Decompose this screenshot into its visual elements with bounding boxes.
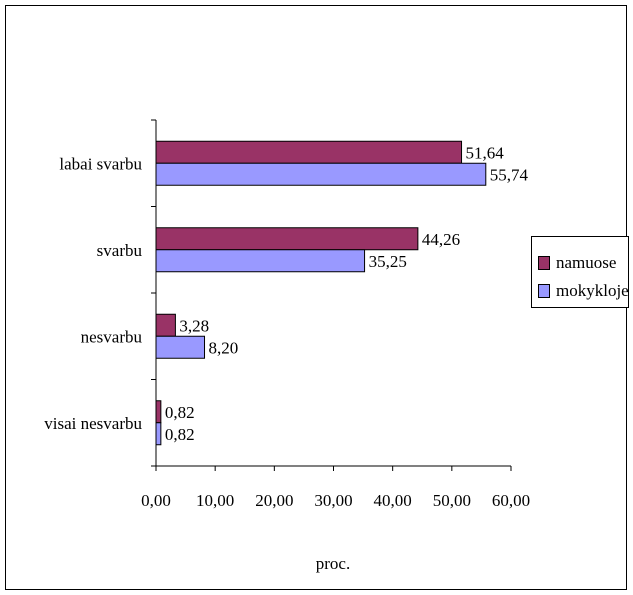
legend: namuose mokykloje — [531, 236, 629, 308]
x-tick-label-3: 30,00 — [314, 491, 352, 510]
data-label-namuose-1: 44,26 — [422, 230, 460, 249]
category-label-2: nesvarbu — [81, 327, 143, 346]
bar-mokykloje-2 — [155, 335, 206, 359]
legend-swatch-namuose — [538, 256, 550, 270]
legend-item-mokykloje: mokykloje — [538, 281, 629, 301]
category-label-0: labai svarbu — [59, 154, 142, 173]
legend-label-mokykloje: mokykloje — [556, 281, 629, 300]
data-label-mokykloje-3: 0,82 — [165, 425, 195, 444]
legend-item-namuose: namuose — [538, 253, 616, 273]
bar-namuose-1 — [155, 227, 419, 251]
x-tick-label-4: 40,00 — [374, 491, 412, 510]
data-label-namuose-2: 3,28 — [179, 316, 209, 335]
bar-namuose-3 — [155, 400, 162, 424]
x-tick-label-6: 60,00 — [492, 491, 530, 510]
x-axis-label: proc. — [316, 554, 350, 573]
category-label-3: visai nesvarbu — [44, 414, 142, 433]
bar-namuose-0 — [155, 140, 463, 164]
data-label-namuose-3: 0,82 — [165, 403, 195, 422]
legend-label-namuose: namuose — [556, 253, 617, 272]
x-tick-label-5: 50,00 — [433, 491, 471, 510]
legend-swatch-mokykloje — [538, 284, 550, 298]
x-tick-label-2: 20,00 — [255, 491, 293, 510]
bar-mokykloje-3 — [155, 422, 162, 446]
bar-mokykloje-0 — [155, 162, 487, 186]
data-label-mokykloje-2: 8,20 — [209, 338, 239, 357]
x-tick-label-0: 0,00 — [141, 491, 171, 510]
category-label-1: svarbu — [97, 241, 143, 260]
data-label-namuose-0: 51,64 — [466, 143, 505, 162]
x-tick-label-1: 10,00 — [196, 491, 234, 510]
bar-mokykloje-1 — [155, 249, 366, 273]
data-label-mokykloje-0: 55,74 — [490, 165, 529, 184]
bar-namuose-2 — [155, 313, 176, 337]
data-label-mokykloje-1: 35,25 — [369, 252, 407, 271]
chart-frame — [5, 5, 627, 590]
